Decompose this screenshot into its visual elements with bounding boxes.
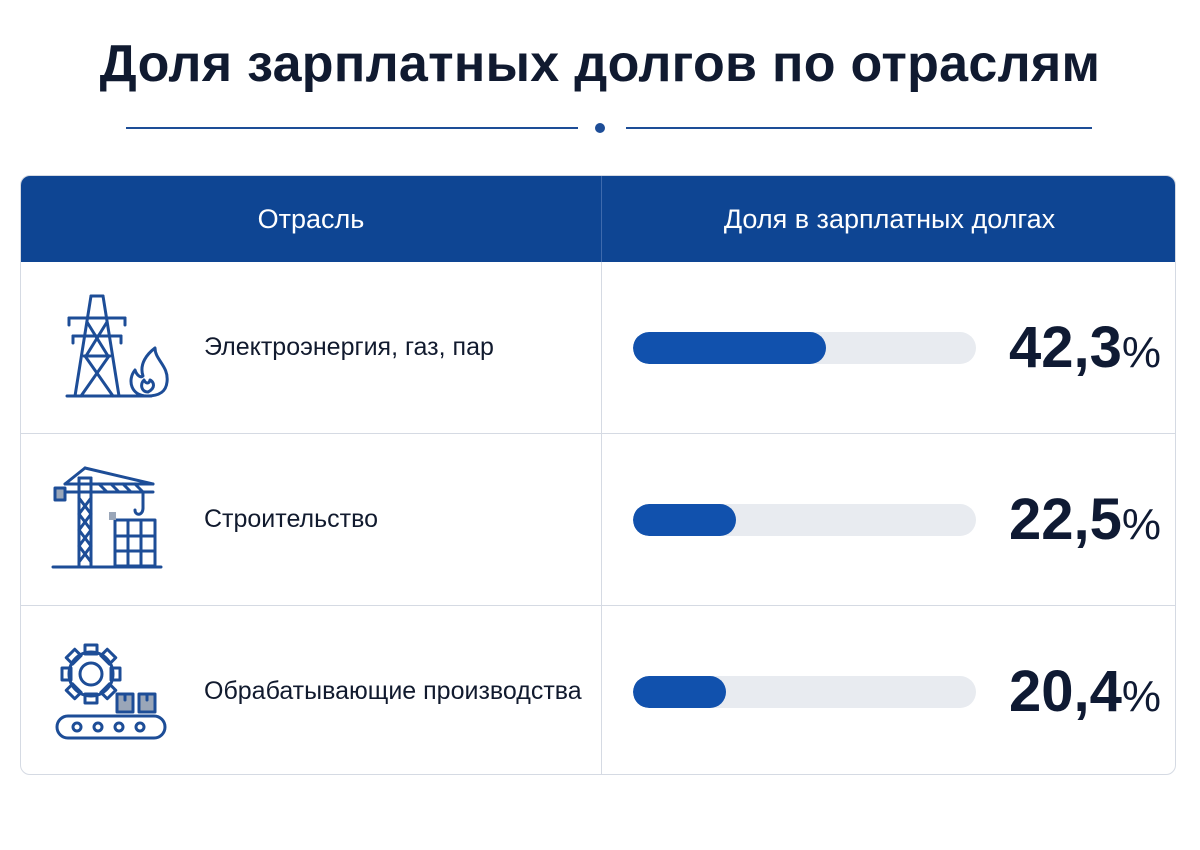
divider-dot [595,123,605,133]
percent-sign: % [1121,328,1161,377]
column-header-share: Доля в зарплатных долгах [723,204,1056,234]
share-bar-track [633,504,976,536]
share-value: 20,4% [996,606,1161,774]
table-header: Отрасль Доля в зарплатных долгах [21,176,1175,262]
share-value: 22,5% [996,434,1161,605]
percent-sign: % [1121,672,1161,721]
share-number: 42,3 [1008,315,1122,380]
share-bar [633,504,736,536]
divider-line-left [126,127,578,129]
table-row: Электроэнергия, газ, пар 42,3% [21,262,1175,433]
industry-label: Электроэнергия, газ, пар [204,333,494,361]
industry-table: Отрасль Доля в зарплатных долгах [20,175,1176,775]
column-separator [601,262,602,774]
title-divider [0,120,1200,136]
share-bar-track [633,332,976,364]
table-row: Обрабатывающие производства 20,4% [21,605,1175,774]
power-tower-flame-icon [51,292,181,402]
header-separator [601,176,602,262]
share-bar [633,676,727,708]
percent-sign: % [1121,500,1161,549]
construction-crane-icon [51,464,181,574]
share-number: 22,5 [1008,487,1122,552]
column-header-industry: Отрасль [257,204,365,234]
gear-conveyor-icon [51,636,181,746]
divider-line-right [626,127,1092,129]
share-value: 42,3% [996,262,1161,433]
share-bar [633,332,827,364]
industry-label: Строительство [204,505,378,533]
share-number: 20,4 [1008,659,1122,724]
page-title: Доля зарплатных долгов по отраслям [99,35,1101,93]
share-bar-track [633,676,976,708]
table-row: Строительство 22,5% [21,433,1175,605]
industry-label: Обрабатывающие производства [204,677,582,705]
